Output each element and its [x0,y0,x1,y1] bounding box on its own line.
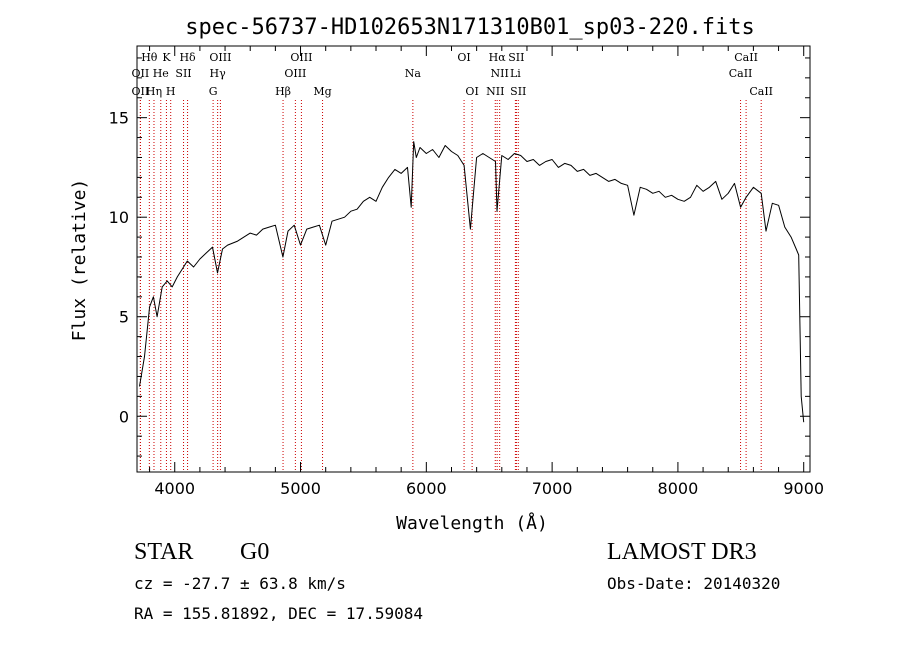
marker-label: Hβ [275,85,291,98]
spectrum-line [139,141,805,423]
marker-label: G [209,85,218,98]
marker-label: Li [510,67,521,80]
y-tick-label: 15 [109,109,129,128]
x-axis-ticks: 4000 5000 6000 7000 8000 9000 [149,46,824,498]
marker-label: Hα [489,51,507,64]
marker-label: SII [508,51,524,64]
object-class: STAR [134,539,194,565]
marker-label: OIII [209,51,231,64]
marker-label: Mg [313,85,331,98]
marker-label: OIII [284,67,306,80]
y-tick-label: 0 [119,407,129,426]
marker-label: Na [405,67,422,80]
marker-label: K [162,51,171,64]
marker-label: H [166,85,176,98]
emission-line-markers [139,100,762,472]
marker-label: Hη [146,85,162,98]
marker-label: SII [175,67,191,80]
x-tick-label: 4000 [154,479,195,498]
x-tick-label: 9000 [783,479,824,498]
y-axis-ticks: 0 5 10 15 [109,57,810,457]
plot-frame [136,45,811,473]
obs-date: Obs-Date: 20140320 [607,574,781,593]
marker-label: CaII [729,67,753,80]
x-tick-label: 5000 [280,479,321,498]
object-subclass: G0 [240,539,270,565]
redshift-cz: cz = -27.7 ± 63.8 km/s [134,574,346,593]
x-axis-label: Wavelength (Å) [396,512,548,534]
marker-label: Hθ [141,51,158,64]
marker-label: OI [465,85,478,98]
marker-label: OII [132,67,150,80]
marker-label: CaII [749,85,773,98]
y-axis-label: Flux (relative) [69,179,90,342]
marker-label: SII [510,85,526,98]
marker-label: OI [457,51,470,64]
chart-title: spec-56737-HD102653N171310B01_sp03-220.f… [185,15,755,40]
marker-label: OII [132,85,150,98]
x-tick-label: 7000 [532,479,573,498]
marker-label: He [153,67,169,80]
marker-label: OIII [290,51,312,64]
y-tick-label: 10 [109,208,129,227]
marker-label: NII [491,67,509,80]
coordinates: RA = 155.81892, DEC = 17.59084 [134,604,423,623]
y-tick-label: 5 [119,308,129,327]
marker-label: Hδ [179,51,196,64]
marker-label: CaII [734,51,758,64]
marker-label: Hγ [210,67,227,80]
x-tick-label: 6000 [406,479,447,498]
marker-label: NII [486,85,504,98]
survey-name: LAMOST DR3 [607,539,757,565]
x-tick-label: 8000 [658,479,699,498]
